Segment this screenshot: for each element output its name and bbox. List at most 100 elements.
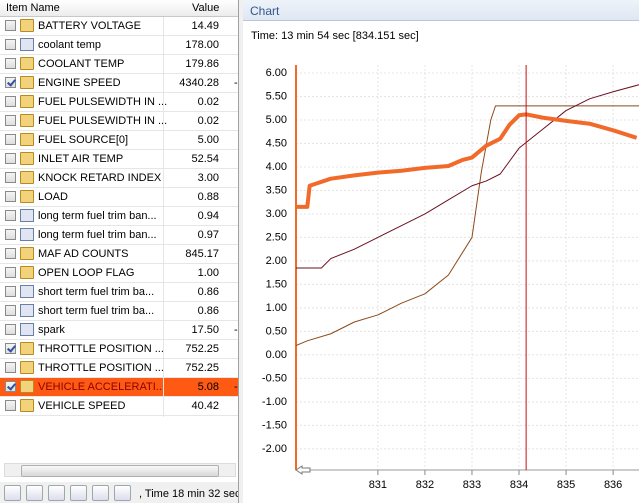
- table-row[interactable]: BATTERY VOLTAGE 14.49: [0, 17, 238, 36]
- item-icon: [20, 323, 34, 336]
- toolbar-button[interactable]: [4, 485, 21, 501]
- table-row[interactable]: coolant temp 178.00: [0, 36, 238, 55]
- item-icon: [20, 171, 34, 184]
- item-icon: [20, 152, 34, 165]
- table-row[interactable]: VEHICLE SPEED 40.42: [0, 397, 238, 416]
- item-icon: [20, 266, 34, 279]
- checkbox[interactable]: [5, 210, 16, 221]
- checkbox[interactable]: [5, 96, 16, 107]
- item-value: 40.42: [191, 400, 219, 412]
- checkbox[interactable]: [5, 77, 16, 88]
- y-tick-label: -1.00: [262, 396, 287, 408]
- column-header[interactable]: Item Name: [6, 2, 60, 14]
- item-value: 0.94: [197, 210, 219, 222]
- item-value: 752.25: [185, 343, 219, 355]
- toolbar-button[interactable]: [92, 485, 109, 501]
- table-row[interactable]: long term fuel trim ban... 0.97: [0, 226, 238, 245]
- table-row[interactable]: spark 17.50 -: [0, 321, 238, 340]
- item-icon: [20, 228, 34, 241]
- table-row[interactable]: short term fuel trim ba... 0.86: [0, 283, 238, 302]
- time-label: Time: 13 min 54 sec [834.151 sec]: [251, 30, 419, 42]
- x-tick-label: 832: [416, 479, 434, 491]
- item-value: 752.25: [185, 362, 219, 374]
- checkbox[interactable]: [5, 362, 16, 373]
- x-tick-label: 833: [463, 479, 481, 491]
- item-icon: [20, 380, 34, 393]
- scroll-thumb[interactable]: [21, 465, 219, 477]
- y-tick-label: 6.00: [266, 67, 287, 79]
- horizontal-scrollbar[interactable]: [4, 463, 236, 477]
- item-value: 17.50: [191, 324, 219, 336]
- checkbox[interactable]: [5, 324, 16, 335]
- table-row[interactable]: THROTTLE POSITION ... 752.25: [0, 340, 238, 359]
- item-name: coolant temp: [38, 39, 101, 51]
- status-text: , Time 18 min 32 sec: [139, 488, 239, 500]
- item-value: 0.02: [197, 96, 219, 108]
- table-row[interactable]: VEHICLE ACCELERATI... 5.08 -1: [0, 378, 238, 397]
- checkbox[interactable]: [5, 134, 16, 145]
- checkbox[interactable]: [5, 267, 16, 278]
- item-icon: [20, 76, 34, 89]
- checkbox[interactable]: [5, 343, 16, 354]
- checkbox[interactable]: [5, 58, 16, 69]
- item-icon: [20, 114, 34, 127]
- toolbar-button[interactable]: [48, 485, 65, 501]
- table-row[interactable]: OPEN LOOP FLAG 1.00: [0, 264, 238, 283]
- y-tick-label: 1.00: [266, 302, 287, 314]
- checkbox[interactable]: [5, 172, 16, 183]
- item-list-panel: Item Name Value BATTERY VOLTAGE 14.49 cool…: [0, 0, 239, 503]
- table-row[interactable]: INLET AIR TEMP 52.54: [0, 150, 238, 169]
- item-value: 0.02: [197, 115, 219, 127]
- y-tick-label: 0.00: [266, 349, 287, 361]
- table-row[interactable]: THROTTLE POSITION ... 752.25: [0, 359, 238, 378]
- item-icon: [20, 57, 34, 70]
- checkbox[interactable]: [5, 400, 16, 411]
- column-header[interactable]: Value: [192, 2, 220, 14]
- checkbox[interactable]: [5, 381, 16, 392]
- item-icon: [20, 304, 34, 317]
- checkbox[interactable]: [5, 20, 16, 31]
- table-row[interactable]: FUEL PULSEWIDTH IN ... 0.02: [0, 112, 238, 131]
- checkbox[interactable]: [5, 153, 16, 164]
- toolbar-button[interactable]: [114, 485, 131, 501]
- checkbox[interactable]: [5, 305, 16, 316]
- panel-title: Chart: [250, 4, 280, 18]
- item-icon: [20, 19, 34, 32]
- item-icon: [20, 95, 34, 108]
- y-tick-label: 5.00: [266, 114, 287, 126]
- item-value: 5.08: [197, 381, 219, 393]
- table-row[interactable]: short term fuel trim ba... 0.86: [0, 302, 238, 321]
- item-name: VEHICLE SPEED: [38, 400, 126, 412]
- checkbox[interactable]: [5, 115, 16, 126]
- toolbar-button[interactable]: [70, 485, 87, 501]
- item-name: FUEL PULSEWIDTH IN ...: [38, 115, 168, 127]
- checkbox[interactable]: [5, 39, 16, 50]
- checkbox[interactable]: [5, 286, 16, 297]
- y-tick-label: 5.50: [266, 90, 287, 102]
- table-row[interactable]: LOAD 0.88: [0, 188, 238, 207]
- item-value: 179.86: [185, 58, 219, 70]
- table-row[interactable]: ENGINE SPEED 4340.28 -: [0, 74, 238, 93]
- item-name: OPEN LOOP FLAG: [38, 267, 135, 279]
- table-row[interactable]: MAF AD COUNTS 845.17: [0, 245, 238, 264]
- toolbar-button[interactable]: [26, 485, 43, 501]
- item-value: 178.00: [185, 39, 219, 51]
- table-row[interactable]: long term fuel trim ban... 0.94: [0, 207, 238, 226]
- table-row[interactable]: COOLANT TEMP 179.86: [0, 55, 238, 74]
- checkbox[interactable]: [5, 229, 16, 240]
- item-name: VEHICLE ACCELERATI...: [38, 381, 165, 393]
- item-name: COOLANT TEMP: [38, 58, 125, 70]
- item-name: INLET AIR TEMP: [38, 153, 124, 165]
- item-value: 52.54: [191, 153, 219, 165]
- checkbox[interactable]: [5, 191, 16, 202]
- item-name: THROTTLE POSITION ...: [38, 343, 164, 355]
- table-row[interactable]: KNOCK RETARD INDEX 3.00: [0, 169, 238, 188]
- table-row[interactable]: FUEL SOURCE[0] 5.00: [0, 131, 238, 150]
- x-tick-label: 834: [510, 479, 528, 491]
- checkbox[interactable]: [5, 248, 16, 259]
- table-row[interactable]: FUEL PULSEWIDTH IN ... 0.02: [0, 93, 238, 112]
- item-value: 0.86: [197, 305, 219, 317]
- series-line: [296, 84, 639, 269]
- item-value: 4340.28: [179, 77, 219, 89]
